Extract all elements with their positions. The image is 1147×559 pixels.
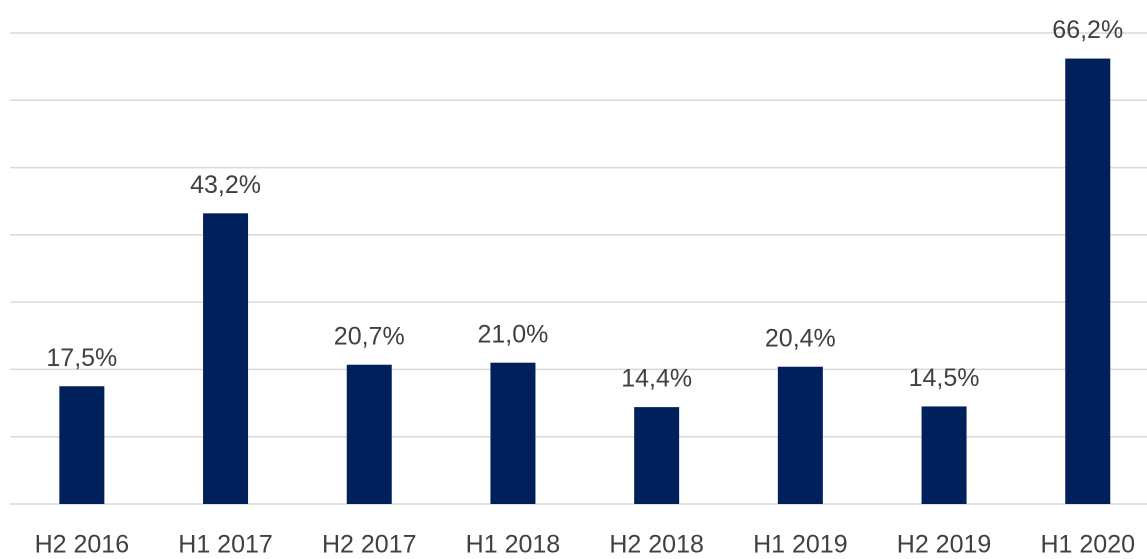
- data-label: 20,7%: [334, 322, 405, 350]
- data-label: 17,5%: [46, 344, 117, 372]
- data-label: 66,2%: [1052, 16, 1123, 44]
- bar: [203, 213, 249, 504]
- data-label: 21,0%: [478, 320, 549, 348]
- bar: [59, 386, 105, 504]
- bar: [777, 366, 823, 504]
- x-tick-label: H2 2019: [897, 531, 992, 559]
- x-tick-label: H2 2016: [35, 531, 130, 559]
- bar: [346, 364, 392, 504]
- data-label: 14,5%: [909, 364, 980, 392]
- x-tick-label: H2 2017: [322, 531, 417, 559]
- x-tick-label: H2 2018: [609, 531, 704, 559]
- data-label: 43,2%: [190, 171, 261, 199]
- bar: [634, 407, 680, 504]
- bar: [1065, 58, 1111, 504]
- bar: [490, 362, 536, 504]
- x-tick-label: H1 2017: [178, 531, 273, 559]
- x-tick-label: H1 2018: [466, 531, 561, 559]
- bar: [921, 406, 967, 504]
- data-label: 14,4%: [621, 365, 692, 393]
- data-label: 20,4%: [765, 324, 836, 352]
- x-tick-label: H1 2020: [1040, 531, 1135, 559]
- x-tick-label: H1 2019: [753, 531, 848, 559]
